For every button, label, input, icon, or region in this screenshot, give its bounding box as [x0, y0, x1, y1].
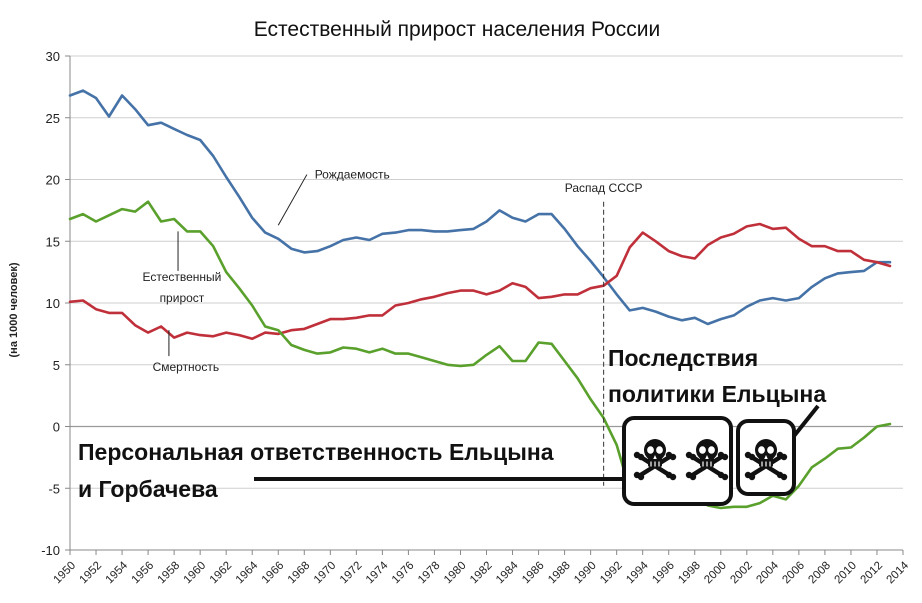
consequences-line2: политики Ельцына	[608, 381, 826, 407]
series-line-1	[68, 222, 892, 341]
x-tick-label: 1964	[234, 559, 261, 586]
natural-label-line1: Естественный	[142, 270, 221, 284]
y-axis-label: (на 1000 человек)	[8, 262, 20, 357]
x-tick-label: 1952	[78, 560, 105, 587]
births-leader-line	[277, 174, 308, 226]
series-lines	[68, 89, 892, 510]
x-tick-label: 1956	[130, 560, 157, 587]
skull-head	[755, 439, 777, 461]
x-tick-label: 1976	[390, 560, 417, 587]
skull-eye	[767, 446, 774, 454]
x-tick-label: 2000	[702, 560, 729, 587]
bone-knob	[721, 453, 729, 461]
y-tick-label: 0	[53, 420, 60, 435]
x-tick-label: 1958	[156, 560, 183, 587]
x-tick-label: 1974	[364, 559, 391, 586]
responsibility-backdrop	[76, 432, 596, 468]
y-tick-label: -5	[48, 481, 60, 496]
y-tick-label: 10	[46, 296, 60, 311]
bone-knob	[669, 453, 677, 461]
x-tick-label: 2014	[885, 559, 912, 586]
x-tick-label: 2004	[754, 559, 781, 586]
bone-knob	[637, 453, 645, 461]
skull-head	[696, 439, 718, 461]
births-label: Рождаемость	[315, 168, 390, 182]
skull-crossbones-icon	[685, 439, 729, 481]
x-tick-label: 1996	[650, 560, 677, 587]
y-tick-label: 20	[46, 173, 60, 188]
x-tick-label: 2010	[832, 560, 859, 587]
skull-eye	[708, 446, 715, 454]
x-tick-label: 2008	[806, 560, 833, 587]
bone-knob	[669, 473, 677, 481]
skull-crossbones-icon	[633, 439, 677, 481]
x-tick-label: 1968	[286, 560, 313, 587]
responsibility-line2: и Горбачева	[78, 476, 218, 502]
x-tick-label: 1994	[624, 559, 651, 586]
x-tick-label: 1988	[546, 560, 573, 587]
x-tick-label: 1982	[468, 560, 495, 587]
x-tick-label: 1978	[416, 560, 443, 587]
skull-crossbones-icon	[744, 439, 788, 481]
y-axis-ticks: 30 25 20 15 10 5 0 -5 -10	[41, 49, 60, 558]
bone-knob	[637, 473, 645, 481]
x-tick-label: 1962	[208, 560, 235, 587]
x-tick-label: 1980	[442, 560, 469, 587]
x-tick-label: 1990	[572, 560, 599, 587]
bone-knob	[780, 473, 788, 481]
bone-knob	[748, 453, 756, 461]
bone-knob	[689, 473, 697, 481]
bone-knob	[689, 453, 697, 461]
skull-head	[644, 439, 666, 461]
x-tick-label: 1984	[494, 559, 521, 586]
skull-eye	[758, 446, 765, 454]
x-tick-label: 2002	[728, 560, 755, 587]
x-tick-label: 1950	[52, 560, 79, 587]
consequences-pointer-line	[792, 404, 820, 438]
responsibility-line1: Персональная ответственность Ельцына	[78, 439, 554, 465]
x-tick-label: 1970	[312, 560, 339, 587]
chart-title: Естественный прирост населения России	[254, 18, 660, 41]
x-tick-label: 1972	[338, 560, 365, 587]
skull-eye	[656, 446, 663, 454]
y-tick-label: -10	[41, 543, 60, 558]
ussr-label: Распад СССР	[565, 181, 643, 195]
y-tick-label: 5	[53, 358, 60, 373]
natural-label-line2: прирост	[160, 291, 205, 305]
x-tick-label: 2012	[859, 560, 886, 587]
skull-nose	[764, 455, 768, 459]
annotations: Рождаемость Естественный прирост Смертность…	[76, 168, 826, 506]
x-tick-label: 1992	[598, 560, 625, 587]
series-line-0	[68, 89, 892, 326]
x-tick-label: 1986	[520, 560, 547, 587]
skull-nose	[653, 455, 657, 459]
bone-knob	[748, 473, 756, 481]
x-tick-label: 2006	[780, 560, 807, 587]
x-tick-label: 1954	[104, 559, 131, 586]
y-tick-label: 30	[46, 49, 60, 64]
bone-knob	[780, 453, 788, 461]
x-tick-label: 1960	[182, 560, 209, 587]
skull-eye	[699, 446, 706, 454]
series-line-2	[68, 200, 892, 510]
y-tick-label: 25	[46, 111, 60, 126]
bone-knob	[721, 473, 729, 481]
skull-eye	[647, 446, 654, 454]
consequences-line1: Последствия	[608, 345, 758, 371]
y-tick-label: 15	[46, 234, 60, 249]
x-tick-label: 1966	[260, 560, 287, 587]
x-tick-label: 1998	[676, 560, 703, 587]
skull-nose	[705, 455, 709, 459]
x-axis-ticks: 1950 1952 1954 1956 1958 1960 1962 1964 1966 1968…	[52, 559, 912, 586]
deaths-label: Смертность	[153, 360, 220, 374]
